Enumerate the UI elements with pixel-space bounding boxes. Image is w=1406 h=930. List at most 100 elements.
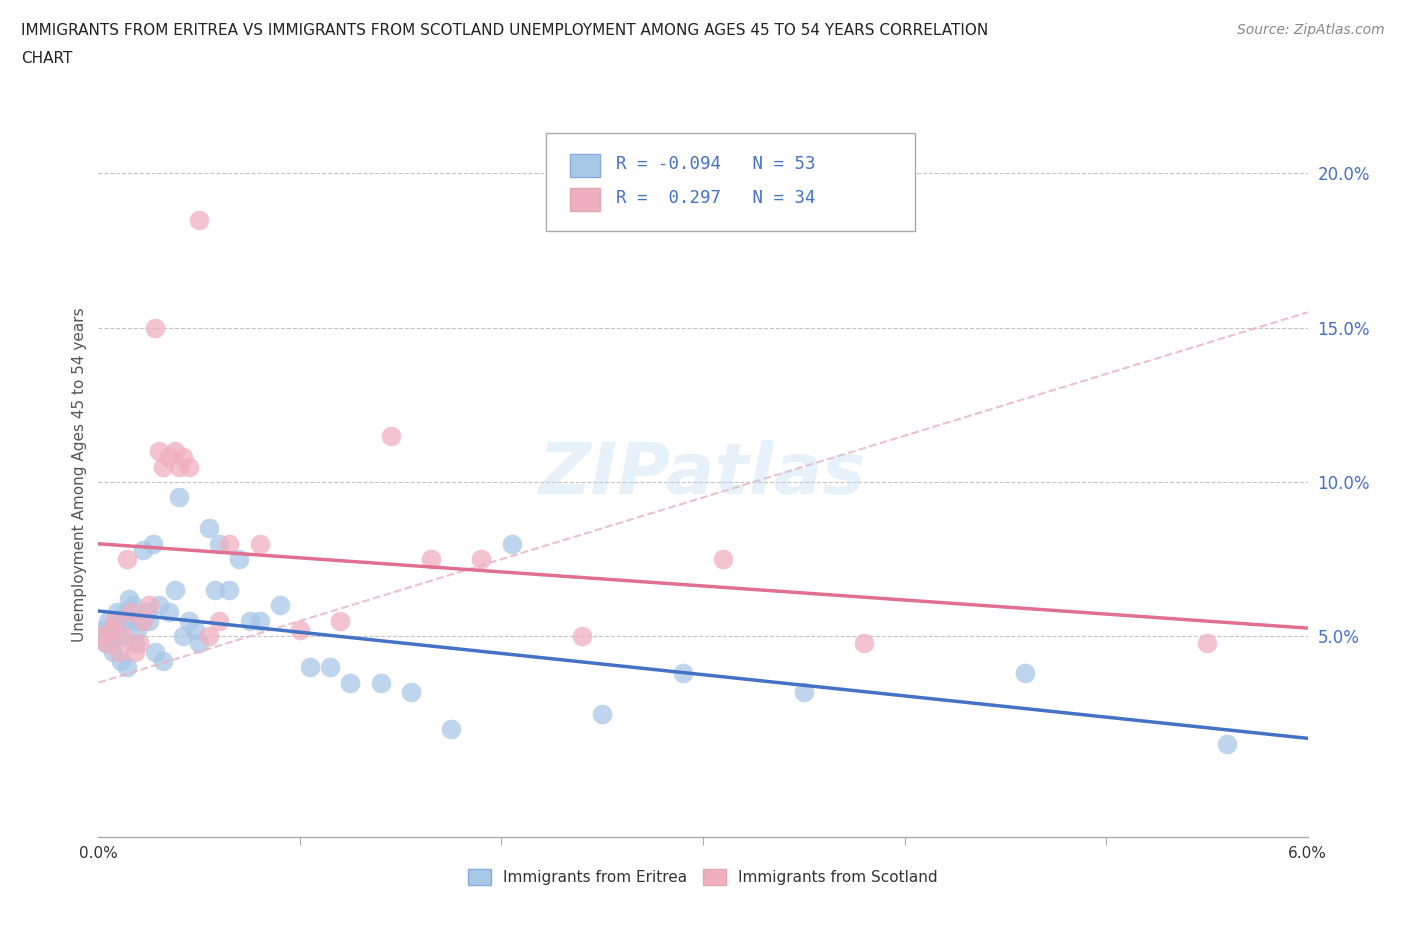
- Point: [111, 629, 134, 644]
- Point: [380, 429, 402, 444]
- Point: [152, 459, 174, 474]
- Point: [179, 614, 201, 629]
- Point: [204, 582, 226, 597]
- Point: [711, 551, 734, 566]
- Point: [208, 537, 231, 551]
- Point: [198, 521, 221, 536]
- Point: [329, 614, 352, 629]
- Point: [1195, 635, 1218, 650]
- Point: [218, 537, 240, 551]
- Point: [853, 635, 876, 650]
- Point: [370, 675, 392, 690]
- Point: [135, 604, 157, 619]
- Point: [163, 444, 186, 458]
- Point: [91, 629, 114, 644]
- Point: [128, 614, 150, 629]
- Point: [163, 582, 186, 597]
- Point: [501, 537, 523, 551]
- Point: [101, 644, 124, 659]
- Point: [172, 450, 194, 465]
- Point: [1216, 737, 1239, 751]
- Point: [470, 551, 492, 566]
- Point: [121, 598, 143, 613]
- Point: [167, 459, 190, 474]
- Point: [120, 614, 142, 629]
- Point: [128, 635, 150, 650]
- Text: 0.0%: 0.0%: [79, 846, 118, 861]
- Point: [319, 659, 342, 674]
- Point: [96, 635, 118, 650]
- Point: [100, 623, 122, 638]
- FancyBboxPatch shape: [546, 133, 915, 232]
- Point: [120, 604, 142, 619]
- Point: [249, 614, 271, 629]
- Point: [420, 551, 443, 566]
- Point: [208, 614, 231, 629]
- Point: [188, 635, 211, 650]
- Y-axis label: Unemployment Among Ages 45 to 54 years: Unemployment Among Ages 45 to 54 years: [72, 307, 87, 642]
- Point: [399, 684, 422, 699]
- Legend: Immigrants from Eritrea, Immigrants from Scotland: Immigrants from Eritrea, Immigrants from…: [463, 863, 943, 891]
- Text: R =  0.297   N = 34: R = 0.297 N = 34: [616, 189, 815, 206]
- Point: [115, 659, 138, 674]
- Point: [93, 623, 115, 638]
- Point: [105, 604, 128, 619]
- Point: [103, 614, 125, 629]
- Point: [218, 582, 240, 597]
- Point: [91, 629, 114, 644]
- Point: [339, 675, 361, 690]
- Point: [132, 542, 155, 557]
- Point: [124, 635, 146, 650]
- Point: [111, 614, 134, 629]
- FancyBboxPatch shape: [569, 153, 600, 177]
- Point: [100, 629, 122, 644]
- Point: [107, 644, 129, 659]
- Point: [110, 654, 132, 669]
- Point: [125, 623, 148, 638]
- Point: [288, 623, 311, 638]
- Text: 6.0%: 6.0%: [1288, 846, 1327, 861]
- Point: [114, 604, 136, 619]
- Point: [157, 604, 180, 619]
- Text: ZIPatlas: ZIPatlas: [540, 440, 866, 509]
- FancyBboxPatch shape: [569, 188, 600, 211]
- Text: Source: ZipAtlas.com: Source: ZipAtlas.com: [1237, 23, 1385, 37]
- Point: [97, 614, 120, 629]
- Point: [172, 629, 194, 644]
- Text: IMMIGRANTS FROM ERITREA VS IMMIGRANTS FROM SCOTLAND UNEMPLOYMENT AMONG AGES 45 T: IMMIGRANTS FROM ERITREA VS IMMIGRANTS FR…: [21, 23, 988, 38]
- Point: [179, 459, 201, 474]
- Point: [143, 644, 166, 659]
- Point: [157, 450, 180, 465]
- Point: [132, 614, 155, 629]
- Point: [793, 684, 815, 699]
- Point: [143, 320, 166, 335]
- Point: [115, 551, 138, 566]
- Point: [148, 444, 170, 458]
- Point: [672, 666, 695, 681]
- Point: [299, 659, 322, 674]
- Point: [138, 614, 160, 629]
- Point: [591, 706, 613, 721]
- Point: [148, 598, 170, 613]
- Text: R = -0.094   N = 53: R = -0.094 N = 53: [616, 154, 815, 173]
- Point: [124, 644, 146, 659]
- Point: [571, 629, 593, 644]
- Point: [167, 490, 190, 505]
- Point: [142, 537, 165, 551]
- Point: [184, 623, 207, 638]
- Point: [198, 629, 221, 644]
- Point: [228, 551, 250, 566]
- Point: [152, 654, 174, 669]
- Text: CHART: CHART: [21, 51, 73, 66]
- Point: [103, 623, 125, 638]
- Point: [188, 212, 211, 227]
- Point: [440, 722, 463, 737]
- Point: [107, 629, 129, 644]
- Point: [118, 591, 141, 606]
- Point: [269, 598, 291, 613]
- Point: [96, 635, 118, 650]
- Point: [239, 614, 262, 629]
- Point: [1014, 666, 1036, 681]
- Point: [249, 537, 271, 551]
- Point: [138, 598, 160, 613]
